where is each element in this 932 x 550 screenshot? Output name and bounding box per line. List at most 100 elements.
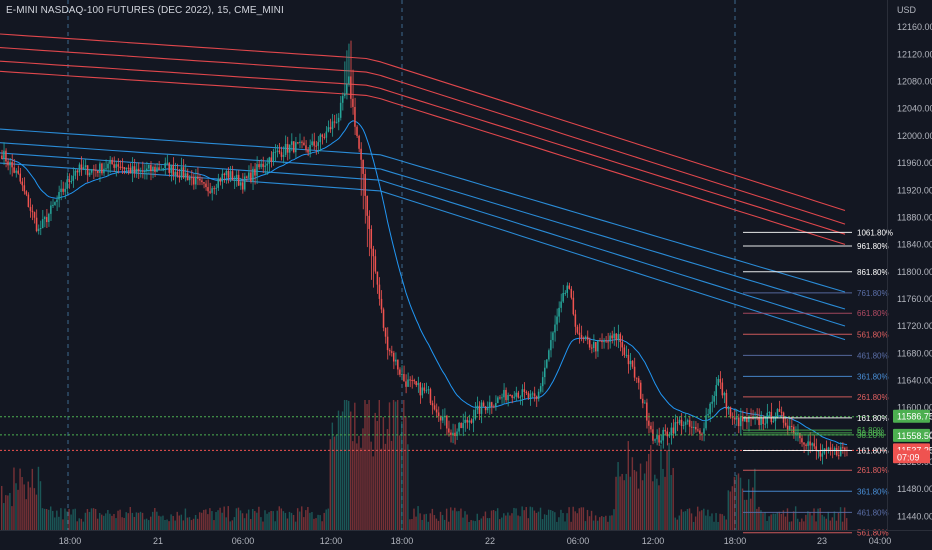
volume-bar xyxy=(705,515,707,530)
volume-bar xyxy=(229,521,232,530)
candle-body xyxy=(194,176,197,185)
volume-bar xyxy=(129,506,132,530)
candle-body xyxy=(478,405,481,414)
candle-body xyxy=(507,394,509,401)
price-axis-tag xyxy=(893,450,930,464)
fib-level-label: 661.80% xyxy=(857,309,889,318)
volume-bar xyxy=(758,506,760,530)
volume-bar xyxy=(572,506,574,530)
candle-body xyxy=(227,170,230,178)
candle-body xyxy=(472,418,475,423)
volume-bar xyxy=(586,509,589,530)
candle-body xyxy=(725,393,728,410)
candle-body xyxy=(644,402,646,404)
candle-body xyxy=(386,336,389,351)
price-axis-tag xyxy=(893,428,930,442)
volume-bar xyxy=(527,518,529,530)
candle-body xyxy=(64,188,66,192)
candle-body xyxy=(423,387,426,391)
candle-body xyxy=(417,382,419,386)
volume-bar xyxy=(543,514,546,530)
volume-bar xyxy=(441,515,444,530)
volume-bar xyxy=(807,511,809,530)
candle-body xyxy=(317,142,319,146)
candle-body xyxy=(664,429,666,432)
candle-body xyxy=(395,359,397,362)
candle-body xyxy=(588,339,591,348)
candle-body xyxy=(688,420,691,427)
volume-bar xyxy=(350,411,352,530)
candle-body xyxy=(43,217,46,220)
volume-bar xyxy=(27,481,29,530)
volume-bar xyxy=(409,519,411,530)
volume-bar xyxy=(54,517,56,530)
volume-bar xyxy=(158,515,160,530)
volume-bar xyxy=(11,506,13,530)
volume-bar xyxy=(760,510,762,530)
volume-bar xyxy=(692,521,695,530)
candle-body xyxy=(350,76,352,99)
price-axis-tag-label: 11586.75 xyxy=(897,412,932,422)
candle-body xyxy=(658,435,660,443)
volume-bar xyxy=(629,476,632,530)
currency-label: USD xyxy=(897,5,917,15)
y-tick-label: 12040.00 xyxy=(897,104,932,114)
candle-body xyxy=(670,427,673,436)
volume-bar xyxy=(843,507,846,530)
volume-bar xyxy=(109,513,111,530)
candle-body xyxy=(152,166,154,172)
volume-bar xyxy=(231,520,234,530)
candle-body xyxy=(288,144,291,153)
volume-bar xyxy=(329,439,332,530)
candle-body xyxy=(566,285,568,293)
volume-bar xyxy=(839,507,842,530)
x-tick-label: 06:00 xyxy=(567,536,590,546)
candle-body xyxy=(584,336,587,339)
volume-bar xyxy=(766,520,768,530)
volume-bar xyxy=(37,466,40,530)
candle-body xyxy=(815,446,817,452)
candle-body xyxy=(56,199,58,203)
candle-body xyxy=(648,420,650,426)
volume-bar xyxy=(613,509,615,530)
volume-bar xyxy=(280,508,283,530)
volume-bar xyxy=(321,521,323,530)
candle-body xyxy=(511,395,513,398)
volume-bar xyxy=(3,503,5,530)
candle-body xyxy=(505,389,507,401)
volume-bar xyxy=(70,514,72,530)
y-tick-label: 11920.00 xyxy=(897,185,932,195)
candle-body xyxy=(221,173,224,182)
volume-bar xyxy=(480,518,483,530)
candle-body xyxy=(86,165,89,176)
volume-bar xyxy=(747,479,750,530)
volume-bar xyxy=(511,513,513,530)
volume-bar xyxy=(223,506,225,530)
candle-body xyxy=(131,166,134,174)
candle-body xyxy=(272,151,275,162)
volume-bar xyxy=(837,512,840,530)
fib-level-label: 261.80% xyxy=(857,393,889,402)
candle-body xyxy=(501,397,503,399)
volume-bar xyxy=(460,508,462,530)
volume-bar xyxy=(637,488,640,530)
candle-body xyxy=(156,167,158,172)
candle-body xyxy=(429,389,432,404)
volume-bar xyxy=(666,450,668,530)
x-tick-label: 23 xyxy=(817,536,827,546)
volume-bar xyxy=(72,509,74,530)
volume-bar xyxy=(139,511,142,530)
volume-bar xyxy=(623,480,625,530)
volume-bar xyxy=(380,448,383,530)
volume-bar xyxy=(478,520,481,530)
volume-bar xyxy=(23,484,25,530)
candle-body xyxy=(70,180,73,183)
candle-body xyxy=(656,435,658,440)
volume-bar xyxy=(625,473,627,530)
volume-bar xyxy=(149,516,152,530)
candle-body xyxy=(462,423,464,429)
volume-bar xyxy=(52,510,54,530)
candle-body xyxy=(460,423,462,429)
volume-bar xyxy=(676,519,678,530)
